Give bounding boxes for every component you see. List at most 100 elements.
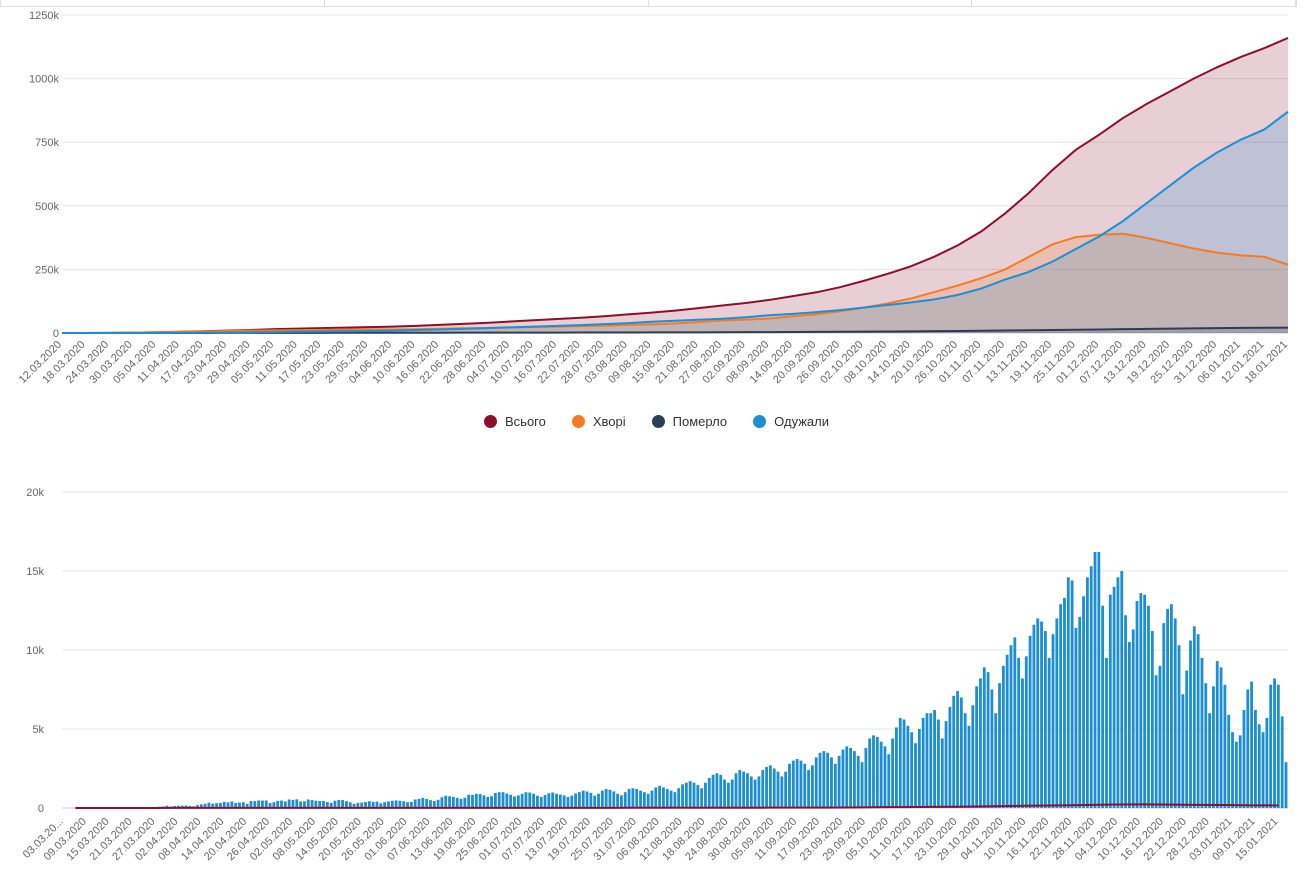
x-tick-label: 14.04.2020 xyxy=(179,816,226,863)
bar xyxy=(994,713,998,808)
bar xyxy=(516,795,520,808)
bar xyxy=(1078,616,1082,808)
legend-dot-icon xyxy=(753,415,767,428)
bar xyxy=(673,792,677,808)
bar xyxy=(635,789,639,808)
bar xyxy=(348,802,352,808)
bar xyxy=(1170,604,1173,808)
bar xyxy=(188,805,192,808)
bar xyxy=(795,759,799,808)
bar xyxy=(1051,634,1055,808)
x-tick-label: 09.01.2021 xyxy=(1210,816,1257,863)
bar xyxy=(803,763,807,808)
bar xyxy=(283,801,287,808)
bar xyxy=(1074,627,1078,808)
bar xyxy=(1070,580,1074,808)
bar xyxy=(711,774,715,808)
x-tick-label: 27.03.2020 xyxy=(110,816,157,863)
bar xyxy=(593,795,597,808)
bar xyxy=(902,719,906,808)
bar xyxy=(937,719,940,808)
bar xyxy=(1212,686,1215,808)
bar xyxy=(409,801,413,808)
bar xyxy=(566,796,570,808)
x-tick-label: 15.01.2021 xyxy=(1233,816,1280,863)
bar xyxy=(1082,596,1085,808)
bar xyxy=(1127,642,1131,808)
legend-item[interactable]: Одужали xyxy=(753,414,829,429)
bar xyxy=(665,789,669,808)
bar xyxy=(245,804,249,808)
bar xyxy=(704,782,707,808)
bar xyxy=(574,793,578,808)
x-tick-label: 16.11.2020 xyxy=(1005,816,1052,863)
legend-dot-icon xyxy=(484,415,497,428)
bar xyxy=(429,800,432,808)
y-tick-label: 750k xyxy=(35,137,59,149)
bar xyxy=(1219,667,1223,808)
bar xyxy=(1284,762,1288,808)
x-tick-label: 10.12.2020 xyxy=(1096,816,1143,863)
bar xyxy=(1108,594,1112,808)
bar xyxy=(1013,637,1017,808)
bar xyxy=(864,747,868,808)
bar xyxy=(719,774,723,808)
bar xyxy=(421,797,425,808)
bar xyxy=(207,802,211,808)
bar xyxy=(830,757,833,808)
bar xyxy=(715,773,719,808)
bar xyxy=(696,785,700,808)
bar xyxy=(535,795,539,808)
bar xyxy=(287,799,291,808)
bar xyxy=(898,717,902,808)
bar xyxy=(914,743,917,808)
bar xyxy=(845,746,849,808)
bar xyxy=(608,789,612,808)
bar xyxy=(612,791,616,808)
x-tick-label: 03.01.2021 xyxy=(1187,816,1234,863)
legend-item[interactable]: Померло xyxy=(651,414,728,429)
bar xyxy=(1028,635,1032,808)
x-tick-label: 02.04.2020 xyxy=(133,816,180,863)
bar xyxy=(478,794,482,808)
x-tick-label: 26.04.2020 xyxy=(225,816,272,863)
bar xyxy=(688,781,692,808)
summary-table-row xyxy=(0,0,1297,7)
bar xyxy=(1036,618,1040,808)
x-tick-label: 09.03.2020 xyxy=(42,816,89,863)
bar xyxy=(662,787,665,808)
bar xyxy=(765,766,768,808)
bar xyxy=(1173,618,1177,808)
bar xyxy=(887,754,891,808)
legend-label: Померло xyxy=(672,414,728,429)
x-tick-label: 30.08.2020 xyxy=(706,816,753,863)
bar xyxy=(493,792,497,808)
bar xyxy=(910,732,914,808)
bar xyxy=(440,797,444,808)
bar xyxy=(963,713,967,808)
legend-label: Хворі xyxy=(592,414,626,429)
bar xyxy=(322,800,325,808)
bar xyxy=(768,765,772,808)
legend-item[interactable]: Всього xyxy=(484,414,546,429)
bar xyxy=(933,710,937,808)
bar xyxy=(581,790,585,808)
x-tick-label: 16.12.2020 xyxy=(1119,816,1166,863)
bar xyxy=(230,801,234,808)
legend-item[interactable]: Хворі xyxy=(571,414,626,429)
bar xyxy=(184,805,188,808)
x-tick-label: 25.07.2020 xyxy=(569,816,616,863)
bar xyxy=(169,806,173,808)
bar xyxy=(486,796,490,808)
bar xyxy=(849,747,852,808)
area-0 xyxy=(62,37,1288,334)
bar xyxy=(295,799,299,808)
x-tick-label: 07.06.2020 xyxy=(385,816,432,863)
bar xyxy=(276,800,280,808)
y-tick-label: 15k xyxy=(26,566,44,578)
bar xyxy=(215,803,218,808)
x-tick-label: 22.11.2020 xyxy=(1027,816,1074,863)
bar xyxy=(986,672,990,808)
y-tick-label: 10k xyxy=(26,645,44,657)
bar xyxy=(772,768,776,808)
